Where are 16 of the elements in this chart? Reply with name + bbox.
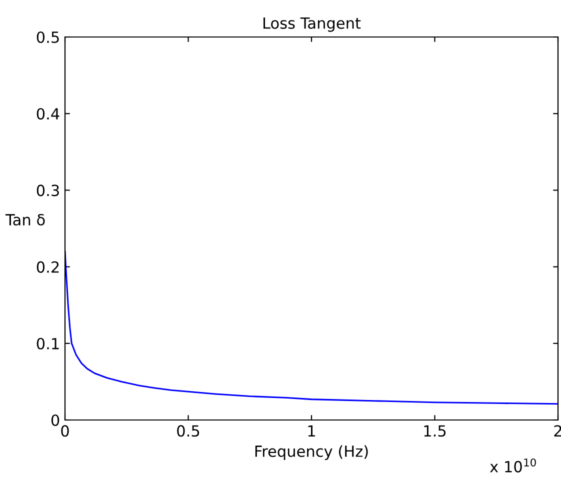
text: x 10$^{10}$ [490, 458, 536, 472]
y-tick-label: 0.1 [36, 338, 59, 350]
y-tick-label: 0 [51, 414, 60, 426]
line-series [65, 250, 558, 405]
y-tick-label: 0.3 [36, 184, 59, 196]
y-tick-label: 0.4 [36, 108, 60, 120]
y-tick-label: 0.2 [36, 261, 59, 273]
x-tick-label: 1 [308, 425, 315, 436]
x-tick-label: 1.5 [424, 425, 446, 437]
chart-title: Loss Tangent [264, 18, 361, 32]
x-tick-label: 2 [554, 425, 561, 436]
y-axis-title: Tan δ [5, 214, 45, 226]
x-axis-title: Frequency (Hz) [255, 445, 368, 460]
y-tick-label: 0.5 [36, 31, 59, 44]
x-tick-label: 0 [61, 425, 69, 437]
x-tick-label: 0.5 [177, 425, 200, 437]
